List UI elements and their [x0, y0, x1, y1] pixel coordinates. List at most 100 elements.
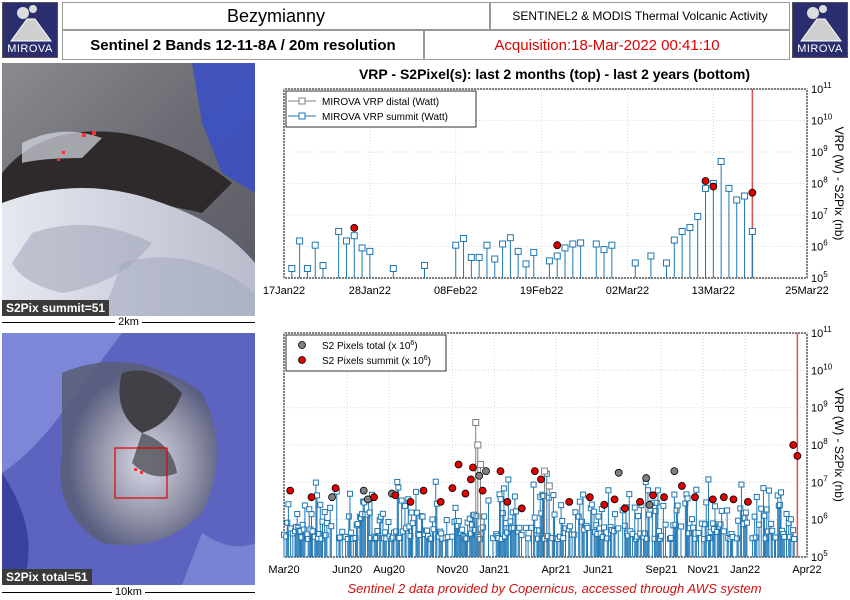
- summit-vrp-point: [284, 519, 291, 526]
- summit-vrp-point: [790, 527, 797, 534]
- summit-vrp-point: [769, 527, 776, 534]
- summit-pixels-point: [793, 452, 802, 460]
- distal-vrp-point: [545, 482, 553, 490]
- summit-vrp-point: [753, 493, 760, 500]
- summit-pixels-point: [454, 460, 463, 469]
- y-tick-label: 1011: [811, 325, 832, 340]
- summit-vrp-point: [717, 521, 724, 528]
- summit-vrp-point: [300, 526, 307, 533]
- summit-vrp-point: [518, 532, 525, 539]
- summit-vrp-point: [576, 498, 583, 505]
- summit-pixels-point: [496, 467, 505, 475]
- summit-pixels-point: [478, 486, 487, 495]
- summit-pixels-point: [743, 497, 752, 506]
- summit-pixels-point: [691, 493, 699, 502]
- summit-vrp-point: [742, 509, 749, 516]
- logo-text: MIROVA: [7, 43, 53, 55]
- summit-vrp-point: [285, 501, 292, 508]
- x-tick-label: Jan21: [479, 564, 509, 576]
- summit-vrp-point: [419, 513, 426, 520]
- summit-pixels-point: [350, 223, 359, 232]
- summit-vrp-point: [738, 481, 745, 488]
- summit-vrp-point: [660, 502, 667, 509]
- summit-vrp-point: [467, 253, 475, 261]
- distal-vrp-point: [477, 461, 485, 469]
- summit-vrp-point: [737, 505, 744, 512]
- summit-vrp-point: [423, 527, 430, 534]
- summit-vrp-point: [684, 495, 691, 502]
- summit-vrp-point: [604, 535, 611, 542]
- total-pixel-label: S2Pix total=51: [2, 569, 92, 585]
- acquisition-time: Acquisition:18-Mar-2022 00:41:10: [424, 30, 790, 60]
- summit-vrp-point: [412, 488, 419, 495]
- summit-vrp-point: [401, 502, 408, 509]
- summit-pixels-point: [469, 463, 477, 472]
- distal-vrp-series: [472, 419, 553, 557]
- system-title: SENTINEL2 & MODIS Thermal Volcanic Activ…: [490, 2, 790, 30]
- logo-text: MIROVA: [797, 43, 843, 55]
- y-tick-label: 1010: [811, 362, 833, 377]
- summit-vrp-point: [309, 528, 316, 535]
- volcano-icon: [10, 5, 52, 42]
- summit-vrp-point: [760, 485, 767, 492]
- summit-pixels-point: [419, 486, 428, 495]
- summit-vrp-point: [530, 248, 538, 256]
- total-pixels-point: [328, 493, 337, 502]
- total-pixels-point: [482, 467, 490, 475]
- total-pixels-point: [642, 474, 651, 482]
- summit-vrp-point: [306, 506, 313, 513]
- summit-vrp-point: [531, 514, 538, 521]
- summit-vrp-point: [720, 528, 727, 535]
- summit-vrp-point: [522, 260, 530, 268]
- summit-vrp-point: [553, 252, 561, 260]
- summit-pixels-point: [748, 188, 757, 197]
- total-scale-text: 10km: [112, 586, 145, 598]
- summit-vrp-point: [591, 508, 598, 515]
- summit-vrp-point: [688, 516, 695, 523]
- total-satellite-image: S2Pix total=51: [2, 333, 255, 585]
- summit-pixels-point: [286, 486, 295, 495]
- summit-vrp-point: [787, 516, 794, 523]
- plot-title: VRP - S2Pixel(s): last 2 months (top) - …: [358, 66, 751, 82]
- x-tick-label: Sep21: [645, 564, 677, 576]
- summit-vrp-point: [382, 529, 389, 536]
- legend-box: [285, 334, 447, 372]
- summit-pixels-point: [503, 497, 512, 506]
- summit-vrp-point: [540, 493, 547, 500]
- summit-vrp-point: [323, 520, 330, 527]
- summit-vrp-point: [748, 227, 756, 235]
- summit-pixels-point: [565, 497, 574, 506]
- summit-vrp-series: [288, 157, 756, 278]
- summit-vrp-point: [504, 529, 511, 536]
- y-tick-label: 109: [811, 144, 828, 159]
- summit-pixels-point: [709, 182, 718, 191]
- summit-vrp-point: [385, 518, 392, 525]
- summit-vrp-point: [577, 239, 585, 247]
- summit-vrp-point: [322, 532, 329, 539]
- summit-scale-text: 2km: [115, 316, 142, 328]
- summit-vrp-point: [608, 241, 616, 249]
- summit-vrp-point: [671, 491, 678, 498]
- total-pixels-point: [670, 467, 679, 475]
- summit-vrp-point: [455, 518, 462, 525]
- summit-pixels-point: [649, 491, 657, 500]
- summit-vrp-point: [438, 530, 445, 537]
- total-pixels-point: [645, 500, 654, 509]
- summit-vrp-point: [641, 530, 648, 537]
- distal-vrp-point: [474, 441, 482, 449]
- y-tick-label: 107: [811, 474, 828, 489]
- summit-vrp-point: [702, 521, 709, 528]
- summit-pixels-point: [331, 484, 340, 493]
- summit-vrp-point: [308, 511, 315, 518]
- summit-vrp-point: [358, 244, 366, 252]
- summit-pixels-point: [729, 495, 738, 504]
- summit-vrp-point: [734, 535, 741, 542]
- summit-vrp-point: [389, 265, 397, 273]
- y-tick-label: 105: [811, 270, 828, 285]
- summit-vrp-point: [516, 524, 523, 531]
- summit-vrp-point: [647, 252, 655, 260]
- summit-vrp-point: [725, 184, 733, 192]
- summit-pixels-point: [701, 177, 710, 185]
- summit-vrp-point: [644, 487, 651, 494]
- mirova-logo-left: MIROVA: [2, 2, 58, 58]
